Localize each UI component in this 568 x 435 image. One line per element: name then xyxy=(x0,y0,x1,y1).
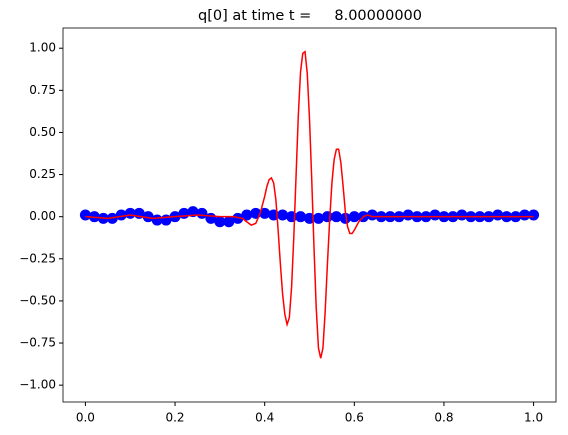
marker xyxy=(402,209,414,221)
y-tick-label: −0.75 xyxy=(19,336,56,350)
x-tick-label: 0.4 xyxy=(255,411,274,425)
marker xyxy=(456,209,468,221)
marker xyxy=(277,209,289,221)
marker xyxy=(330,211,342,223)
marker xyxy=(366,209,378,221)
x-tick-label: 0.6 xyxy=(345,411,364,425)
marker xyxy=(312,212,324,224)
marker xyxy=(339,212,351,224)
x-tick-label: 1.0 xyxy=(524,411,543,425)
y-tick-label: 0.50 xyxy=(29,125,56,139)
marker xyxy=(259,207,271,219)
marker xyxy=(223,216,235,228)
y-tick-label: −0.25 xyxy=(19,251,56,265)
marker xyxy=(519,209,531,221)
y-tick-label: 0.75 xyxy=(29,83,56,97)
marker xyxy=(232,212,244,224)
x-tick-label: 0.0 xyxy=(76,411,95,425)
marker xyxy=(214,216,226,228)
y-tick-label: 0.25 xyxy=(29,167,56,181)
marker xyxy=(492,209,504,221)
marker xyxy=(241,209,253,221)
x-tick-label: 0.2 xyxy=(165,411,184,425)
y-tick-label: 0.00 xyxy=(29,209,56,223)
marker xyxy=(142,211,154,223)
y-tick-label: −0.50 xyxy=(19,293,56,307)
line xyxy=(85,50,534,359)
marker xyxy=(295,211,307,223)
x-tick-label: 0.8 xyxy=(434,411,453,425)
marker xyxy=(115,209,127,221)
axes-frame xyxy=(62,27,557,403)
marker xyxy=(79,209,91,221)
y-tick-label: −1.00 xyxy=(19,378,56,392)
chart-title: q[0] at time t = 8.00000000 xyxy=(198,8,422,24)
marker xyxy=(429,209,441,221)
y-tick-label: 1.00 xyxy=(29,41,56,55)
marker xyxy=(348,211,360,223)
marker xyxy=(528,209,540,221)
